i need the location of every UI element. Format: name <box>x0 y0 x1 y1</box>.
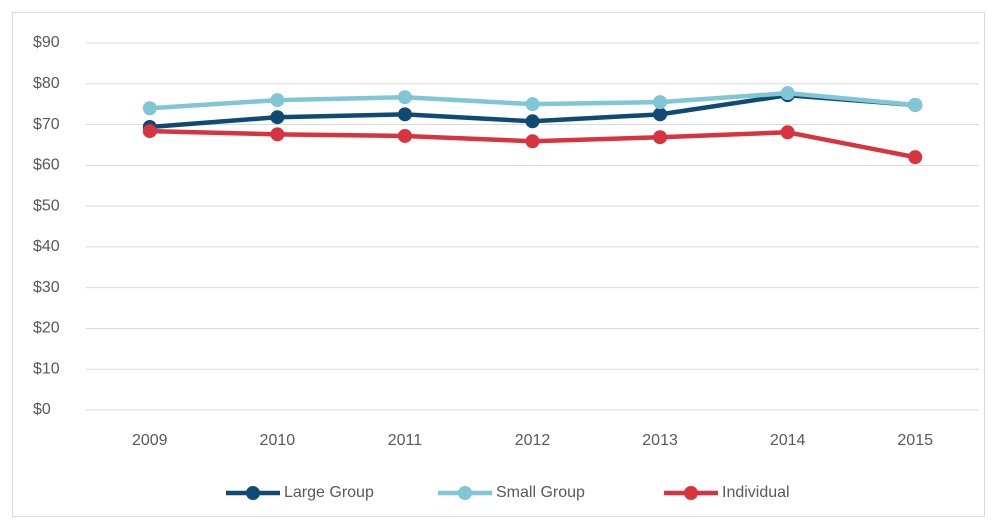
y-tick-label: $10 <box>33 360 60 377</box>
legend-marker <box>246 486 260 500</box>
data-point <box>780 125 795 140</box>
legend-label: Individual <box>722 484 790 501</box>
data-point <box>525 114 540 129</box>
x-tick-label: 2013 <box>642 432 678 449</box>
data-point <box>270 127 285 142</box>
legend-label: Large Group <box>284 484 374 501</box>
legend-marker <box>684 486 698 500</box>
data-point <box>780 86 795 101</box>
x-tick-label: 2015 <box>897 432 933 449</box>
data-point <box>397 90 412 105</box>
data-point <box>525 97 540 112</box>
y-tick-label: $0 <box>33 401 51 418</box>
x-tick-label: 2014 <box>770 432 806 449</box>
data-point <box>270 110 285 125</box>
y-tick-label: $50 <box>33 197 60 214</box>
data-point <box>142 101 157 116</box>
data-point <box>397 128 412 143</box>
x-tick-label: 2009 <box>132 432 168 449</box>
x-tick-label: 2012 <box>515 432 551 449</box>
y-tick-label: $80 <box>33 75 60 92</box>
data-point <box>142 124 157 139</box>
y-tick-label: $30 <box>33 279 60 296</box>
data-point <box>525 134 540 149</box>
y-tick-label: $40 <box>33 238 60 255</box>
data-point <box>653 95 668 110</box>
data-point <box>908 150 923 165</box>
data-point <box>908 97 923 112</box>
legend-marker <box>458 486 472 500</box>
y-tick-label: $20 <box>33 320 60 337</box>
y-tick-label: $70 <box>33 116 60 133</box>
data-point <box>270 93 285 108</box>
data-point <box>653 130 668 145</box>
y-tick-label: $60 <box>33 157 60 174</box>
legend-label: Small Group <box>496 484 585 501</box>
data-point <box>653 107 668 122</box>
data-point <box>397 107 412 122</box>
x-tick-label: 2011 <box>388 432 423 449</box>
y-tick-label: $90 <box>33 34 60 51</box>
x-tick-label: 2010 <box>260 432 296 449</box>
